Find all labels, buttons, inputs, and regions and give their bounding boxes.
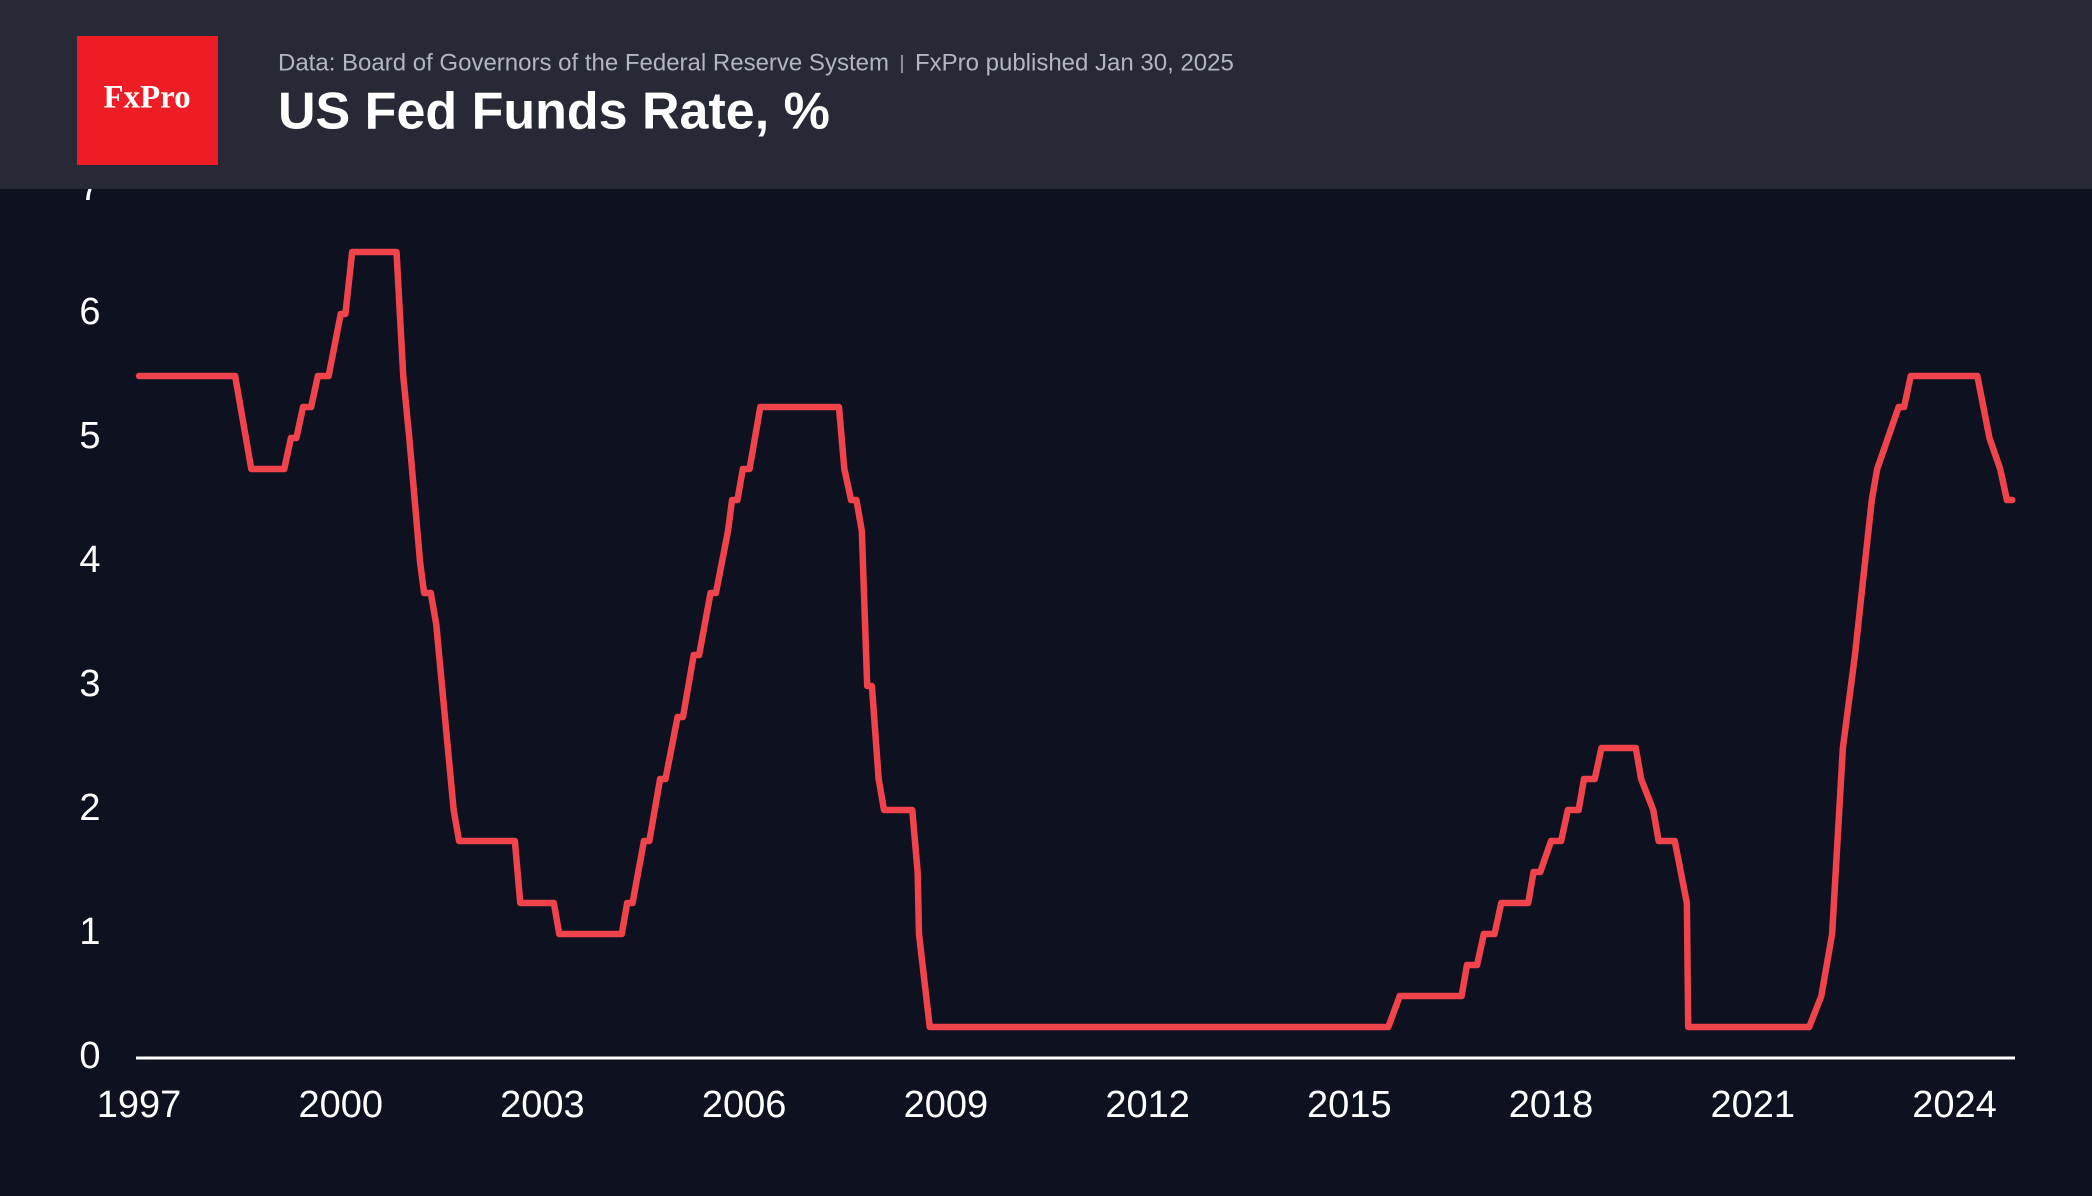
published-text: FxPro published Jan 30, 2025 <box>915 49 1234 76</box>
x-tick-label: 2000 <box>298 1084 383 1126</box>
x-tick-label: 1997 <box>97 1084 182 1126</box>
header-band <box>0 0 2092 189</box>
x-tick-label: 2018 <box>1509 1084 1594 1126</box>
plot-area: 0123456719972000200320062009201220152018… <box>79 167 2016 1126</box>
x-tick-label: 2024 <box>1912 1084 1997 1126</box>
x-tick-label: 2006 <box>702 1084 787 1126</box>
logo-text: FxPro <box>103 80 190 116</box>
y-tick-label: 4 <box>79 539 100 581</box>
y-tick-label: 0 <box>79 1035 100 1077</box>
y-tick-label: 6 <box>79 291 100 333</box>
y-tick-label: 5 <box>79 415 100 457</box>
y-tick-label: 2 <box>79 787 100 829</box>
x-tick-label: 2015 <box>1307 1084 1392 1126</box>
x-tick-label: 2009 <box>904 1084 989 1126</box>
y-tick-label: 1 <box>79 911 100 953</box>
rate-line <box>135 248 2016 1031</box>
y-tick-label: 3 <box>79 663 100 705</box>
logo-box <box>77 36 218 165</box>
x-tick-label: 2012 <box>1105 1084 1190 1126</box>
x-tick-label: 2003 <box>500 1084 585 1126</box>
source-text: Data: Board of Governors of the Federal … <box>278 49 889 76</box>
chart-title: US Fed Funds Rate, % <box>278 83 830 141</box>
x-tick-label: 2021 <box>1710 1084 1795 1126</box>
